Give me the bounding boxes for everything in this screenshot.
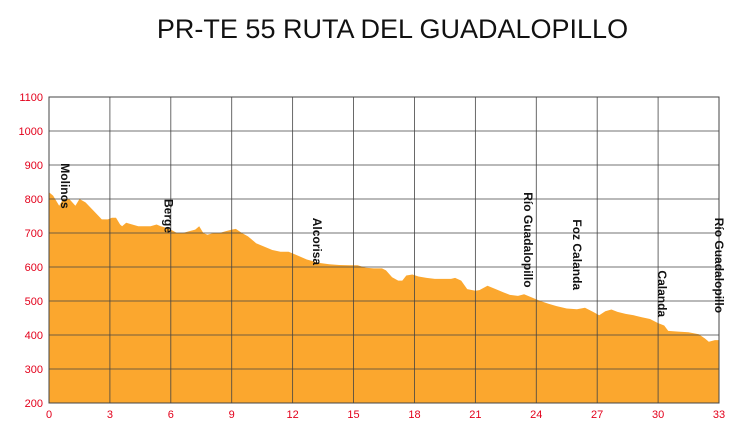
y-tick-label: 600 [25, 262, 43, 274]
y-tick-label: 300 [25, 364, 43, 376]
place-label: Berge [162, 199, 176, 233]
x-tick-label: 24 [530, 409, 542, 421]
y-tick-label: 800 [25, 194, 43, 206]
x-tick-label: 12 [287, 409, 299, 421]
x-tick-label: 30 [652, 409, 664, 421]
chart-title: PR-TE 55 RUTA DEL GUADALOPILLO [156, 14, 629, 44]
place-label: Alcorisa [310, 218, 324, 266]
x-tick-label: 0 [46, 409, 52, 421]
x-tick-label: 27 [591, 409, 603, 421]
y-tick-label: 500 [25, 296, 43, 308]
y-tick-label: 1000 [19, 126, 43, 138]
x-tick-label: 15 [347, 409, 359, 421]
place-label: Calanda [655, 270, 669, 317]
y-tick-label: 200 [25, 398, 43, 410]
y-tick-label: 700 [25, 228, 43, 240]
y-tick-label: 900 [25, 160, 43, 172]
x-tick-label: 18 [408, 409, 420, 421]
place-label: Río Guadalopillo [521, 192, 535, 287]
place-label: Río Guadalopillo [712, 218, 726, 313]
elevation-area [49, 192, 719, 403]
x-tick-label: 9 [229, 409, 235, 421]
x-tick-label: 3 [107, 409, 113, 421]
x-tick-label: 21 [469, 409, 481, 421]
x-tick-label: 33 [713, 409, 725, 421]
place-label: Foz Calanda [570, 219, 584, 290]
y-tick-label: 1100 [19, 92, 43, 104]
x-tick-label: 6 [168, 409, 174, 421]
plot-border [48, 96, 720, 404]
place-label: Molinos [58, 163, 72, 209]
y-tick-label: 400 [25, 330, 43, 342]
